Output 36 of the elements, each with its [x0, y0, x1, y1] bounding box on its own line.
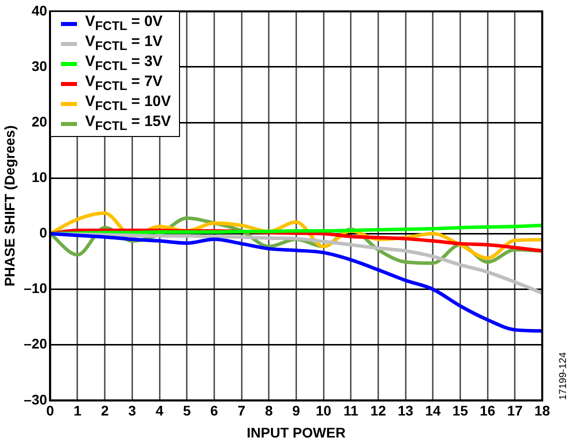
- x-tick-label: 1: [74, 402, 82, 419]
- x-tick-label: 9: [292, 402, 300, 419]
- y-tick-label: 10: [32, 168, 48, 185]
- text: 17199-124: [558, 352, 569, 400]
- x-tick-label: 12: [370, 402, 386, 419]
- x-tick-label: 8: [264, 402, 273, 419]
- x-tick-label: 6: [210, 402, 218, 419]
- y-tick-label: 30: [32, 58, 48, 74]
- x-tick-label: 14: [425, 402, 441, 419]
- x-tick-label: 17: [507, 402, 523, 419]
- y-tick-label: –20: [24, 336, 48, 352]
- legend-label: V$_{FCTL}$ = 10V: [85, 93, 171, 114]
- legend-label: V$_{FCTL}$ = 15V: [85, 113, 171, 134]
- x-tick-label: 16: [480, 402, 496, 419]
- x-tick-label: 13: [398, 402, 414, 419]
- x-tick-label: 15: [452, 402, 468, 419]
- x-tick-label: 4: [156, 402, 164, 419]
- legend-label: V$_{FCTL}$ = 7V: [85, 73, 163, 94]
- y-tick-label: 40: [32, 2, 48, 18]
- y-tick-label: –30: [24, 391, 48, 408]
- x-axis-title: INPUT POWER: [246, 424, 346, 440]
- legend-label: V$_{FCTL}$ = 1V: [85, 33, 163, 54]
- line-series: [50, 232, 542, 333]
- y-tick-label: 20: [32, 113, 48, 130]
- x-tick-label: 7: [238, 402, 246, 419]
- legend-label: V$_{FCTL}$ = 3V: [85, 53, 163, 74]
- x-tick-label: 5: [182, 402, 191, 419]
- y-tick-label: 0: [39, 224, 48, 241]
- y-tick-label: –10: [24, 280, 48, 296]
- y-axis-title: PHASE SHIFT (Degrees): [1, 125, 18, 286]
- x-tick-label: 18: [534, 402, 550, 419]
- x-tick-label: 11: [343, 402, 358, 419]
- legend-label: V$_{FCTL}$ = 0V: [85, 13, 163, 34]
- x-tick-label: 2: [100, 402, 109, 419]
- x-tick-label: 3: [128, 402, 136, 419]
- x-tick-label: 10: [316, 402, 332, 419]
